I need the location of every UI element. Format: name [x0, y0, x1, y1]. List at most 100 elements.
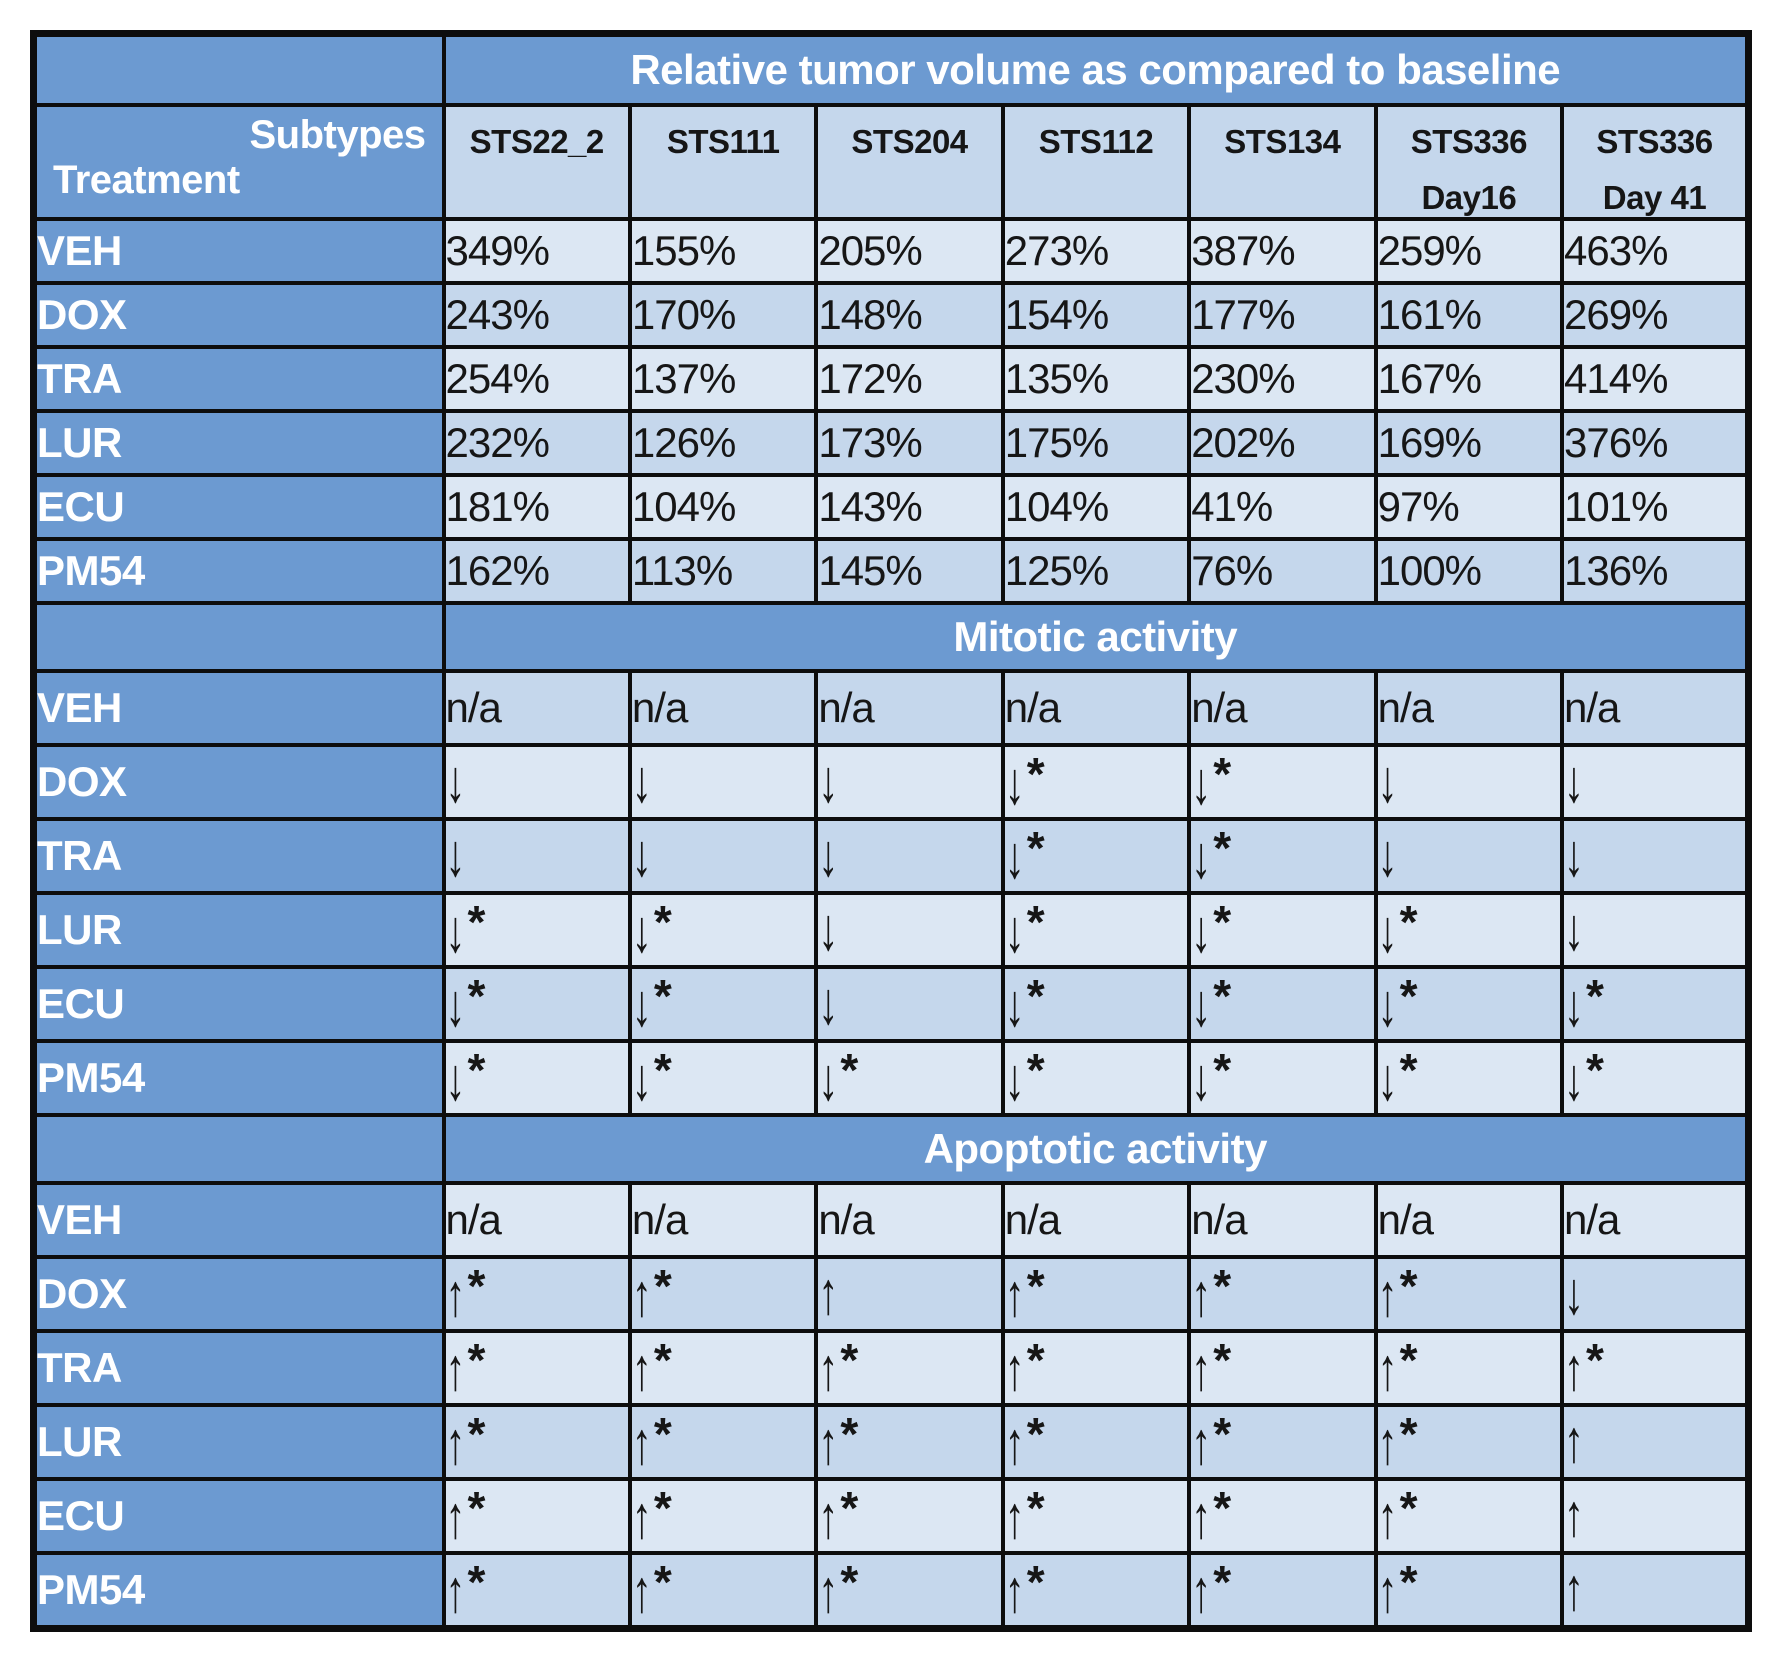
table-row: PM54 ↓* ↓* ↓* ↓* ↓* ↓* ↓* — [31, 1039, 1751, 1117]
value-cell: 97% — [1373, 473, 1565, 541]
table-row: DOX ↓ ↓ ↓ ↓* ↓* ↓ ↓ — [31, 743, 1751, 821]
activity-cell: ↑* — [441, 1403, 632, 1481]
significance-asterisk: * — [1399, 970, 1418, 1022]
activity-cell: ↑* — [1187, 1255, 1378, 1333]
activity-cell: ↓ — [441, 743, 632, 821]
activity-cell: ↓* — [1000, 891, 1192, 969]
treatment-label-cell: LUR — [31, 409, 446, 477]
table-head: Relative tumor volume as compared to bas… — [31, 31, 1751, 221]
activity-cell: ↓* — [1187, 743, 1378, 821]
value-cell: 172% — [814, 345, 1005, 413]
activity-cell: ↑* — [1187, 1551, 1378, 1631]
value-cell: 273% — [1000, 217, 1192, 285]
activity-cell: n/a — [627, 1181, 819, 1259]
significance-asterisk: * — [1586, 970, 1604, 1022]
significance-asterisk: * — [1026, 1482, 1045, 1534]
treatment-label-cell: DOX — [31, 743, 446, 821]
significance-asterisk: * — [653, 970, 672, 1022]
significance-asterisk: * — [840, 1408, 859, 1460]
activity-cell: ↓ — [1373, 743, 1565, 821]
section-header-row: Mitotic activity — [31, 601, 1751, 673]
column-header-line1: STS134 — [1224, 123, 1341, 160]
significance-asterisk: * — [1399, 1556, 1418, 1608]
value-cell: 101% — [1560, 473, 1751, 541]
significance-asterisk: * — [840, 1482, 859, 1534]
arrow-up-icon: ↑ — [1564, 1337, 1584, 1403]
value-cell: 387% — [1187, 217, 1378, 285]
activity-cell: n/a — [814, 669, 1005, 747]
section-blank-cell — [31, 601, 446, 673]
significance-asterisk: * — [1399, 1482, 1418, 1534]
activity-cell: ↑* — [1560, 1329, 1751, 1407]
value-cell: 113% — [627, 537, 819, 605]
treatment-label-cell: ECU — [31, 1477, 446, 1555]
value-cell: 349% — [441, 217, 632, 285]
activity-cell: ↓* — [1373, 891, 1565, 969]
treatment-label-cell: LUR — [31, 891, 446, 969]
activity-cell: ↓* — [627, 891, 819, 969]
value-cell: 143% — [814, 473, 1005, 541]
arrow-down-icon: ↓ — [445, 823, 466, 889]
corner-inner: Subtypes Treatment — [38, 109, 440, 207]
value-cell: 269% — [1560, 281, 1751, 349]
arrow-down-icon: ↓ — [445, 899, 466, 965]
activity-cell: ↑* — [814, 1551, 1005, 1631]
table-row: VEH n/a n/a n/a n/a n/a n/a n/a — [31, 669, 1751, 747]
treatment-label-cell: DOX — [31, 281, 446, 349]
table-row: ECU ↑* ↑* ↑* ↑* ↑* ↑* ↑ — [31, 1477, 1751, 1555]
activity-cell: ↑* — [1373, 1551, 1565, 1631]
value-cell: 137% — [627, 345, 819, 413]
arrow-up-icon: ↑ — [818, 1337, 838, 1403]
significance-asterisk: * — [653, 1044, 672, 1096]
value-cell: 125% — [1000, 537, 1192, 605]
column-header: STS134 — [1187, 103, 1378, 221]
activity-cell: ↑* — [1000, 1255, 1192, 1333]
arrow-down-icon: ↓ — [631, 973, 652, 1039]
arrow-down-icon: ↓ — [1191, 825, 1211, 891]
activity-cell: ↓ — [627, 817, 819, 895]
treatment-label-cell: TRA — [31, 1329, 446, 1407]
activity-cell: ↓* — [441, 891, 632, 969]
significance-asterisk: * — [467, 1482, 486, 1534]
activity-cell: ↑ — [814, 1255, 1005, 1333]
activity-cell: n/a — [1187, 669, 1378, 747]
activity-cell: ↑* — [1373, 1477, 1565, 1555]
activity-cell: ↓* — [1000, 1039, 1192, 1117]
arrow-down-icon: ↓ — [818, 823, 838, 889]
arrow-up-icon: ↑ — [1004, 1337, 1025, 1403]
significance-asterisk: * — [1213, 1044, 1232, 1096]
arrow-down-icon: ↓ — [1564, 749, 1584, 815]
significance-asterisk: * — [1026, 1334, 1045, 1386]
table-row: ECU 181% 104% 143% 104% 41% 97% 101% — [31, 473, 1751, 541]
significance-asterisk: * — [840, 1556, 859, 1608]
arrow-up-icon: ↑ — [818, 1559, 838, 1625]
arrow-up-icon: ↑ — [631, 1485, 652, 1551]
activity-cell: ↓* — [1187, 1039, 1378, 1117]
column-header-line2: Day 41 — [1602, 179, 1707, 216]
activity-cell: ↓* — [441, 1039, 632, 1117]
arrow-down-icon: ↓ — [1564, 1047, 1584, 1113]
table-row: TRA 254% 137% 172% 135% 230% 167% 414% — [31, 345, 1751, 413]
table-row: LUR 232% 126% 173% 175% 202% 169% 376% — [31, 409, 1751, 477]
activity-cell: ↓* — [1187, 891, 1378, 969]
value-cell: 463% — [1560, 217, 1751, 285]
activity-cell: ↓ — [627, 743, 819, 821]
column-header-line2: Day16 — [1421, 179, 1517, 216]
column-header: STS336 Day 41 — [1560, 103, 1751, 221]
value-cell: 104% — [627, 473, 819, 541]
activity-cell: ↑* — [1000, 1551, 1192, 1631]
significance-asterisk: * — [1026, 1044, 1045, 1096]
table-row: VEH 349% 155% 205% 273% 387% 259% 463% — [31, 217, 1751, 285]
activity-cell: ↓* — [1000, 743, 1192, 821]
activity-cell: n/a — [1560, 669, 1751, 747]
activity-cell: ↓* — [627, 965, 819, 1043]
activity-cell: ↑ — [1560, 1403, 1751, 1481]
significance-asterisk: * — [467, 896, 486, 948]
arrow-down-icon: ↓ — [1564, 1261, 1584, 1327]
arrow-down-icon: ↓ — [1004, 1047, 1025, 1113]
table-row: VEH n/a n/a n/a n/a n/a n/a n/a — [31, 1181, 1751, 1259]
activity-cell: ↑* — [1373, 1255, 1565, 1333]
arrow-down-icon: ↓ — [1004, 973, 1025, 1039]
arrow-up-icon: ↑ — [445, 1411, 466, 1477]
arrow-down-icon: ↓ — [631, 749, 652, 815]
